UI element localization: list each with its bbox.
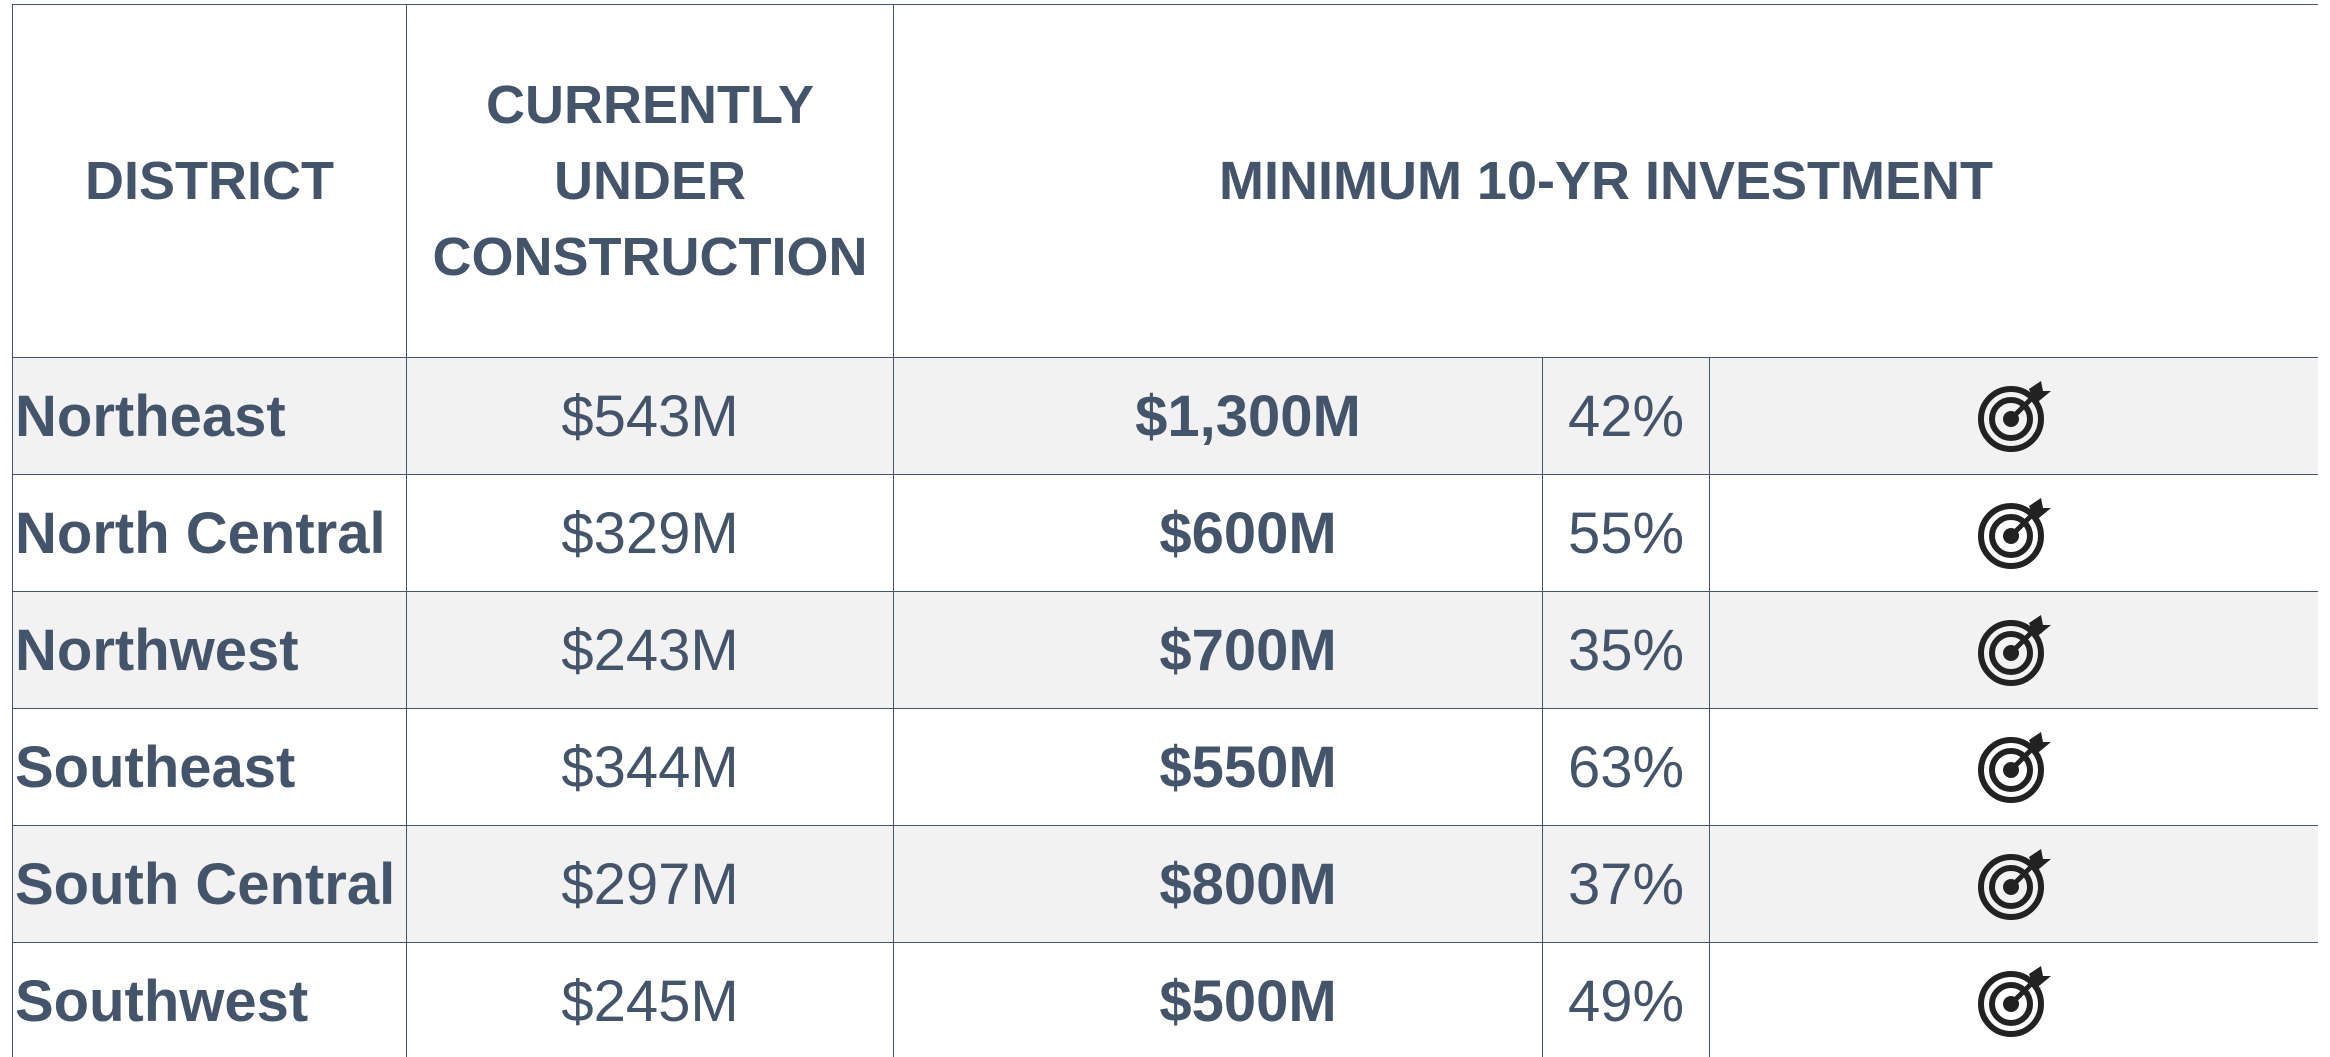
- pct-cell: 49%: [1542, 942, 1710, 1057]
- table-row: Northeast $543M $1,300M 42%: [12, 357, 2318, 475]
- table-row: Southeast $344M $550M 63%: [12, 708, 2318, 826]
- table-body: Northeast $543M $1,300M 42% North Central $32…: [12, 357, 2318, 1057]
- header-row: DISTRICT CURRENTLY UNDER CONSTRUCTION MI…: [12, 4, 2318, 358]
- header-cell: MINIMUM 10-YR INVESTMENT: [892, 4, 2318, 358]
- target-icon: [1978, 732, 2051, 803]
- invest-cell: $600M: [893, 474, 1543, 592]
- current-cell: $297M: [406, 825, 894, 943]
- pct-cell: 63%: [1542, 708, 1710, 826]
- district-cell: Southwest: [12, 942, 407, 1057]
- pct-cell: 55%: [1542, 474, 1710, 592]
- table-container: DISTRICT CURRENTLY UNDER CONSTRUCTION MI…: [12, 4, 2318, 1057]
- header-cell: CURRENTLY UNDER CONSTRUCTION: [406, 4, 894, 358]
- invest-cell: $1,300M: [893, 357, 1543, 475]
- current-cell: $543M: [406, 357, 894, 475]
- current-cell: $344M: [406, 708, 894, 826]
- district-cell: North Central: [12, 474, 407, 592]
- icon-cell: [1708, 357, 2318, 475]
- pct-cell: 42%: [1542, 357, 1710, 475]
- target-icon: [1978, 966, 2051, 1037]
- target-icon: [1978, 381, 2051, 452]
- district-cell: Northwest: [12, 591, 407, 709]
- invest-cell: $550M: [893, 708, 1543, 826]
- icon-cell: [1708, 942, 2318, 1057]
- current-cell: $243M: [406, 591, 894, 709]
- pct-cell: 37%: [1542, 825, 1710, 943]
- district-cell: Southeast: [12, 708, 407, 826]
- target-icon: [1978, 498, 2051, 569]
- target-icon: [1978, 849, 2051, 920]
- district-cell: South Central: [12, 825, 407, 943]
- table-row: Northwest $243M $700M 35%: [12, 591, 2318, 709]
- current-cell: $245M: [406, 942, 894, 1057]
- icon-cell: [1708, 474, 2318, 592]
- district-cell: Northeast: [12, 357, 407, 475]
- target-icon: [1978, 615, 2051, 686]
- icon-cell: [1708, 825, 2318, 943]
- invest-cell: $800M: [893, 825, 1543, 943]
- invest-cell: $700M: [893, 591, 1543, 709]
- investment-table: DISTRICT CURRENTLY UNDER CONSTRUCTION MI…: [12, 4, 2318, 1057]
- icon-cell: [1708, 708, 2318, 826]
- table-row: Southwest $245M $500M 49%: [12, 942, 2318, 1057]
- invest-cell: $500M: [893, 942, 1543, 1057]
- table-row: North Central $329M $600M 55%: [12, 474, 2318, 592]
- icon-cell: [1708, 591, 2318, 709]
- table-row: South Central $297M $800M 37%: [12, 825, 2318, 943]
- header-cell: DISTRICT: [12, 4, 407, 358]
- current-cell: $329M: [406, 474, 894, 592]
- pct-cell: 35%: [1542, 591, 1710, 709]
